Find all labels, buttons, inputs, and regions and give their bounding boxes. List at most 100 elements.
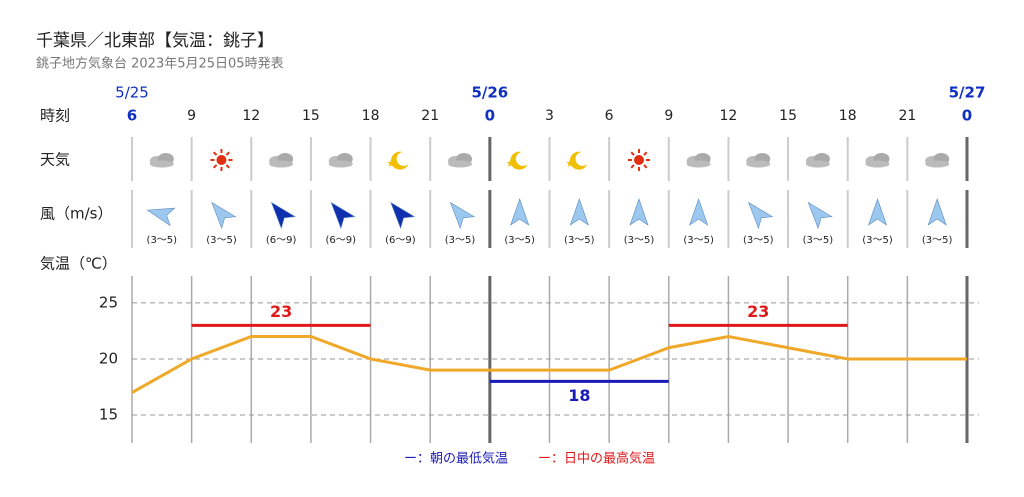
- wind-arrow: [330, 201, 356, 230]
- band-label: 23: [747, 302, 769, 321]
- wind-arrow: [629, 198, 649, 226]
- weather-icon: [328, 153, 353, 168]
- moon: [391, 151, 409, 170]
- hour-label: 18: [362, 108, 380, 124]
- legend-entry: ー：日中の最高気温: [538, 451, 655, 467]
- wind-speed: (3～5): [683, 235, 714, 246]
- cloud-part: [805, 160, 830, 168]
- band-label: 18: [568, 386, 590, 405]
- band-label: 23: [270, 302, 292, 321]
- wind-arrow: [270, 201, 296, 230]
- wind-speed: (6～9): [325, 235, 356, 246]
- wind-arrow: [211, 201, 237, 230]
- row-label: 風（m/s）: [40, 205, 112, 223]
- weather-icon: [686, 153, 711, 168]
- star: [387, 159, 396, 167]
- weather-icon: [805, 153, 830, 168]
- cloud-part: [328, 160, 353, 168]
- hour-label: 21: [898, 108, 916, 124]
- wind-arrow: [867, 198, 888, 226]
- wind-speed: (3～5): [803, 235, 834, 246]
- y-tick-label: 15: [99, 405, 118, 423]
- sun-disc: [216, 155, 227, 165]
- wind-speed: (3～5): [147, 235, 178, 246]
- sun-ray: [643, 164, 648, 169]
- hour-label: 15: [779, 108, 797, 124]
- weather-icon: [269, 153, 294, 168]
- sun-ray: [643, 151, 648, 156]
- wind-speed: (3～5): [504, 235, 535, 246]
- hour-label: 0: [962, 107, 972, 125]
- star: [566, 159, 575, 167]
- sun-ray: [225, 151, 230, 156]
- hour-label: 21: [421, 108, 439, 124]
- temp-line: [131, 334, 967, 394]
- hour-label: 9: [187, 108, 196, 124]
- hour-label: 12: [720, 108, 738, 124]
- sun-ray: [630, 151, 635, 156]
- wind-arrow: [390, 201, 416, 230]
- star: [506, 159, 515, 167]
- moon: [510, 151, 528, 170]
- weather-icon: [925, 153, 950, 168]
- wind-speed: (3～5): [206, 235, 237, 246]
- wind-arrow: [927, 198, 947, 226]
- wind-arrow: [748, 201, 774, 230]
- weather-icon: [387, 151, 409, 170]
- cloud-part: [925, 160, 950, 168]
- row-label: 天気: [40, 151, 70, 169]
- weather-icon: [865, 153, 890, 168]
- legend-entry: ー：朝の最低気温: [404, 451, 508, 467]
- hour-label: 15: [302, 108, 320, 124]
- sun-ray: [212, 151, 218, 156]
- wind-arrow: [146, 207, 176, 227]
- wind-arrow: [569, 198, 589, 226]
- wind-speed: (3～5): [743, 235, 774, 246]
- wind-speed: (3～5): [922, 235, 953, 246]
- date-label: 5/27: [949, 84, 986, 102]
- y-tick-label: 25: [99, 293, 118, 311]
- weather-icon: [149, 153, 174, 168]
- wind-arrow: [689, 198, 709, 226]
- wind-arrow: [449, 201, 475, 230]
- cloud-part: [865, 160, 890, 168]
- weather-icon: [746, 153, 771, 168]
- weather-icon: [627, 149, 650, 171]
- weather-icon: [566, 151, 588, 170]
- wind-speed: (3～5): [862, 235, 893, 246]
- cloud-part: [149, 160, 174, 168]
- wind-speed: (6～9): [266, 235, 297, 246]
- wind-arrow: [510, 198, 530, 226]
- row-label: 時刻: [40, 107, 70, 125]
- wind-speed: (3～5): [624, 235, 655, 246]
- wind-speed: (6～9): [385, 235, 416, 246]
- weather-icon: [448, 153, 473, 168]
- cloud-part: [448, 160, 473, 168]
- chart-subtitle: 銚子地方気象台 2023年5月25日05時発表: [36, 56, 284, 72]
- wind-speed: (3～5): [445, 235, 476, 246]
- date-label: 5/26: [471, 84, 508, 102]
- sun-disc: [633, 155, 644, 165]
- hour-label: 18: [839, 108, 857, 124]
- y-tick-label: 20: [99, 349, 118, 367]
- weather-icon: [506, 151, 528, 170]
- moon: [569, 151, 588, 170]
- sun-ray: [212, 164, 218, 169]
- cloud-part: [746, 160, 771, 168]
- hour-label: 6: [605, 108, 614, 124]
- hour-label: 9: [664, 108, 673, 124]
- row-label: 気温（℃）: [40, 255, 117, 273]
- wind-arrow: [807, 201, 833, 230]
- wind-speed: (3～5): [564, 235, 595, 246]
- weather-icon: [210, 149, 233, 171]
- sun-ray: [225, 164, 230, 169]
- sun-ray: [630, 164, 635, 169]
- hour-label: 12: [242, 108, 260, 124]
- cloud-part: [269, 160, 294, 168]
- hour-label: 0: [485, 107, 495, 125]
- cloud-part: [686, 160, 711, 168]
- date-label: 5/25: [115, 84, 149, 102]
- chart-title: 千葉県／北東部【気温：銚子】: [36, 31, 274, 51]
- hour-label: 3: [545, 108, 554, 124]
